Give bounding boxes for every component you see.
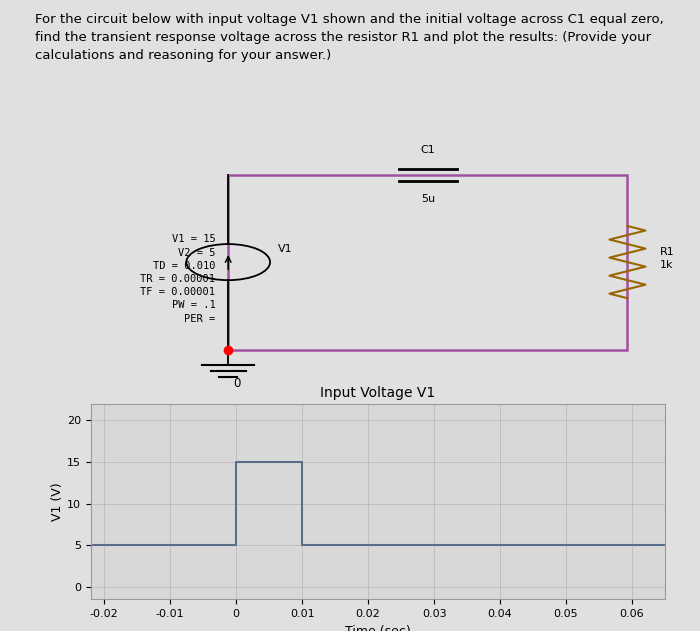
Text: V1: V1 (278, 244, 293, 254)
Title: Input Voltage V1: Input Voltage V1 (321, 386, 435, 400)
Text: C1: C1 (421, 145, 435, 155)
X-axis label: Time (sec): Time (sec) (345, 625, 411, 631)
Text: 0: 0 (233, 377, 241, 390)
Text: 1k: 1k (659, 260, 673, 270)
Text: 5u: 5u (421, 194, 435, 204)
Y-axis label: V1 (V): V1 (V) (51, 482, 64, 521)
Text: For the circuit below with input voltage V1 shown and the initial voltage across: For the circuit below with input voltage… (35, 13, 664, 62)
Text: V1 = 15
V2 = 5
TD = 0.010
TR = 0.00001
TF = 0.00001
PW = .1
PER =: V1 = 15 V2 = 5 TD = 0.010 TR = 0.00001 T… (140, 234, 216, 324)
Text: R1: R1 (659, 247, 674, 257)
